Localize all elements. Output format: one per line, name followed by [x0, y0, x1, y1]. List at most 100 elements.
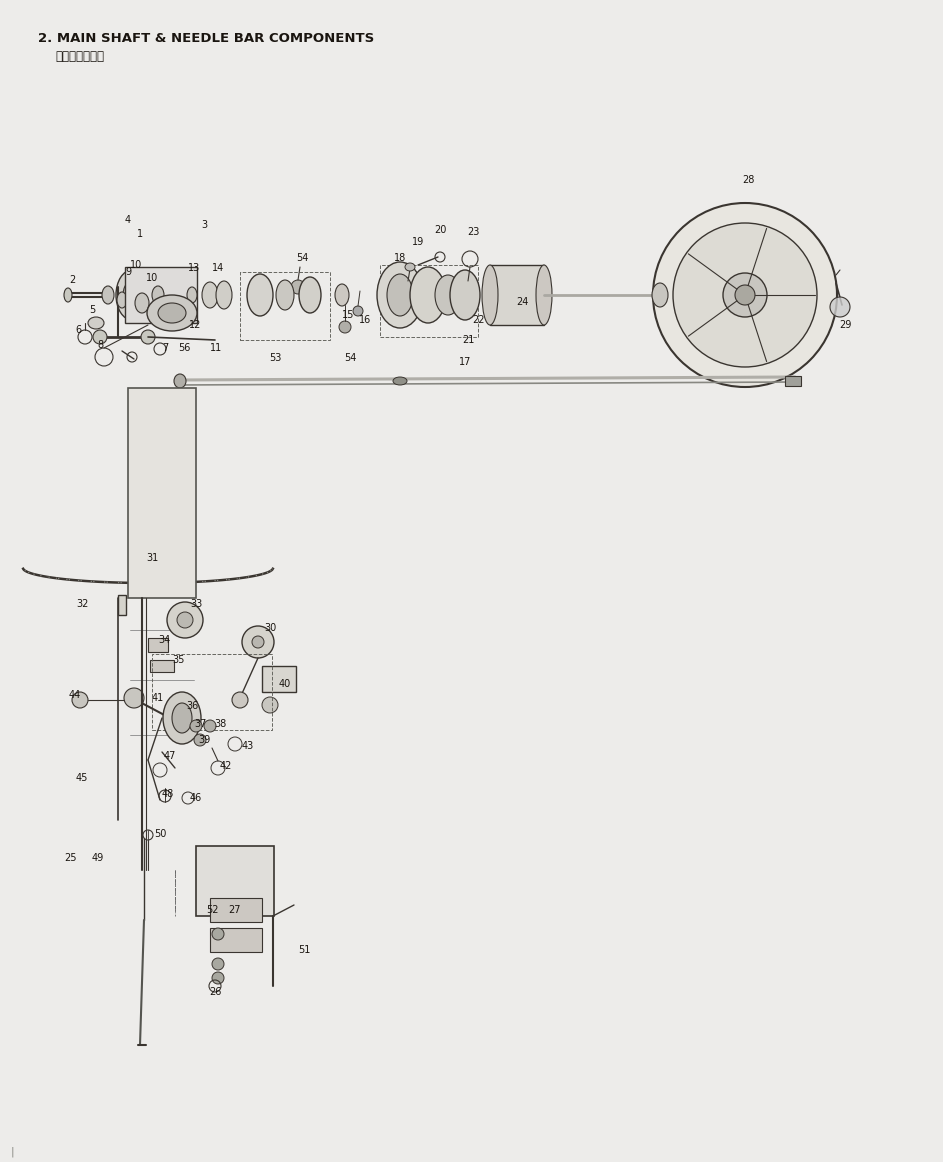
Circle shape: [673, 223, 817, 367]
Text: 5: 5: [89, 304, 95, 315]
Ellipse shape: [335, 284, 349, 306]
Text: 56: 56: [178, 343, 190, 353]
Text: 3: 3: [201, 220, 207, 230]
Text: 26: 26: [208, 987, 222, 997]
Text: 1: 1: [137, 229, 143, 239]
Text: 53: 53: [269, 353, 281, 363]
Text: 33: 33: [190, 598, 202, 609]
Bar: [210, 928, 262, 952]
Ellipse shape: [450, 270, 480, 320]
Text: 8: 8: [97, 340, 103, 350]
Ellipse shape: [405, 263, 415, 271]
Text: 50: 50: [154, 829, 166, 839]
Ellipse shape: [536, 265, 552, 325]
Text: 7: 7: [162, 343, 168, 353]
Ellipse shape: [102, 286, 114, 304]
Bar: [196, 846, 274, 916]
Text: |: |: [10, 1147, 14, 1157]
Ellipse shape: [276, 280, 294, 310]
Bar: [262, 666, 296, 693]
Ellipse shape: [393, 376, 407, 385]
Ellipse shape: [247, 274, 273, 316]
Circle shape: [212, 957, 224, 970]
Circle shape: [291, 280, 305, 294]
Bar: [125, 267, 197, 323]
Text: 6: 6: [74, 325, 81, 335]
Circle shape: [653, 203, 837, 387]
Circle shape: [252, 636, 264, 648]
Text: 23: 23: [467, 227, 479, 237]
Ellipse shape: [163, 693, 201, 744]
Bar: [118, 595, 126, 615]
Text: 51: 51: [298, 945, 310, 955]
Text: 25: 25: [64, 853, 76, 863]
Ellipse shape: [216, 281, 232, 309]
Circle shape: [93, 330, 107, 344]
Text: 39: 39: [198, 736, 210, 745]
Circle shape: [72, 693, 88, 708]
Ellipse shape: [482, 265, 498, 325]
Text: 44: 44: [69, 690, 81, 700]
Text: 11: 11: [210, 343, 223, 353]
Text: 42: 42: [220, 761, 232, 772]
Ellipse shape: [116, 270, 148, 320]
Circle shape: [212, 928, 224, 940]
Ellipse shape: [377, 261, 423, 328]
Text: 2: 2: [69, 275, 75, 285]
Circle shape: [262, 697, 278, 713]
Circle shape: [167, 602, 203, 638]
Text: 21: 21: [462, 335, 474, 345]
Ellipse shape: [117, 292, 127, 308]
Text: 45: 45: [75, 773, 89, 783]
Text: 32: 32: [75, 598, 89, 609]
Circle shape: [177, 612, 193, 627]
Text: 9: 9: [124, 267, 131, 277]
Ellipse shape: [147, 295, 197, 331]
Circle shape: [723, 273, 767, 317]
Circle shape: [124, 688, 144, 708]
Circle shape: [194, 734, 206, 746]
Bar: [380, 265, 478, 337]
Text: 14: 14: [212, 263, 224, 273]
Text: 48: 48: [162, 789, 174, 799]
Ellipse shape: [64, 288, 72, 302]
Bar: [152, 654, 272, 730]
Text: 54: 54: [296, 253, 308, 263]
Ellipse shape: [410, 267, 446, 323]
Bar: [240, 272, 330, 340]
Text: 49: 49: [91, 853, 104, 863]
Circle shape: [353, 306, 363, 316]
Ellipse shape: [152, 286, 164, 304]
Ellipse shape: [299, 277, 321, 313]
Bar: [150, 660, 174, 672]
Text: 2. MAIN SHAFT & NEEDLE BAR COMPONENTS: 2. MAIN SHAFT & NEEDLE BAR COMPONENTS: [38, 31, 374, 44]
Circle shape: [735, 285, 755, 304]
Ellipse shape: [123, 281, 141, 309]
Text: 30: 30: [264, 623, 276, 633]
Text: 20: 20: [434, 225, 446, 235]
Text: 10: 10: [146, 273, 158, 284]
Text: 13: 13: [188, 263, 200, 273]
Ellipse shape: [135, 293, 149, 313]
Ellipse shape: [435, 275, 461, 315]
Ellipse shape: [387, 274, 413, 316]
Text: 12: 12: [189, 320, 201, 330]
Bar: [490, 265, 544, 325]
Circle shape: [204, 720, 216, 732]
Ellipse shape: [158, 303, 186, 323]
Bar: [128, 388, 196, 598]
Text: 上軸・针棒関係: 上軸・针棒関係: [55, 50, 104, 63]
Text: 37: 37: [194, 719, 207, 729]
Circle shape: [830, 297, 850, 317]
Text: 46: 46: [190, 792, 202, 803]
Ellipse shape: [187, 287, 197, 303]
Circle shape: [339, 321, 351, 333]
Text: 35: 35: [172, 655, 184, 665]
Text: 4: 4: [124, 215, 131, 225]
Text: 22: 22: [472, 315, 485, 325]
Text: 38: 38: [214, 719, 226, 729]
Ellipse shape: [174, 374, 186, 388]
Text: 18: 18: [394, 253, 406, 263]
Bar: [785, 376, 801, 386]
Text: 52: 52: [206, 905, 218, 914]
